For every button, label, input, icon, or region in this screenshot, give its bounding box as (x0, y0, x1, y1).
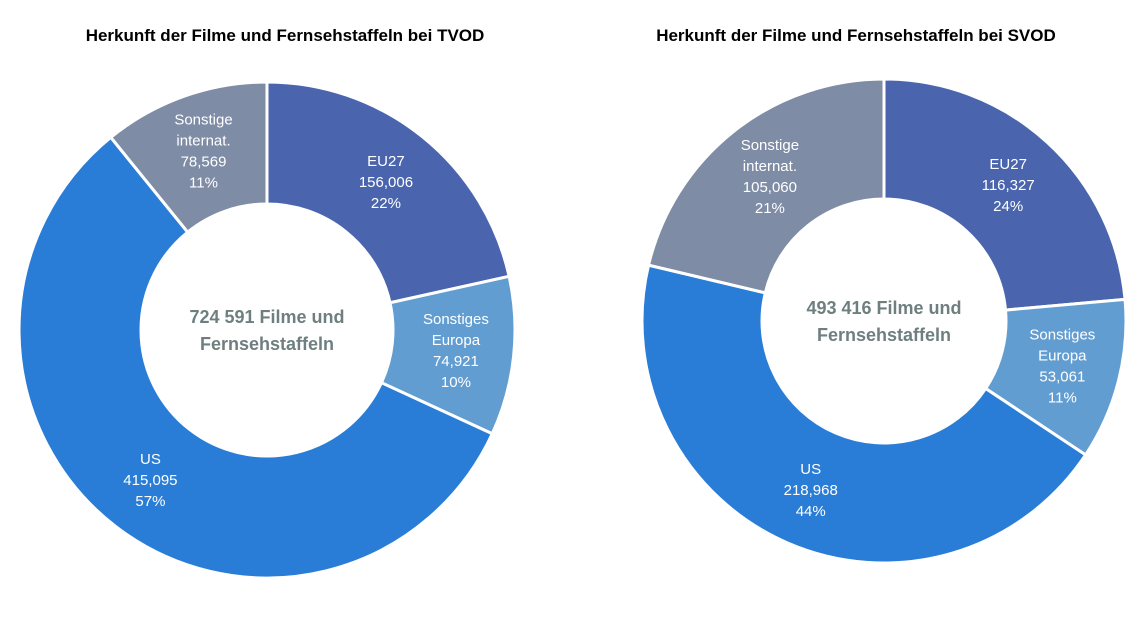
slice-label-sonstiges-europa: Sonstiges Europa 74,921 10% (423, 311, 489, 391)
svod-chart: Herkunft der Filme und Fernsehstaffeln b… (571, 0, 1141, 640)
slice-us (17, 135, 495, 580)
slice-us (640, 263, 1088, 565)
svod-donut: EU27 116,327 24% Sonstiges Europa 53,061 11% US… (640, 77, 1128, 565)
slice-label-us: US 415,095 57% (123, 451, 177, 510)
tvod-chart: Herkunft der Filme und Fernsehstaffeln b… (0, 0, 570, 640)
chart-title: Herkunft der Filme und Fernsehstaffeln b… (656, 26, 1056, 45)
chart-title: Herkunft der Filme und Fernsehstaffeln b… (85, 26, 485, 45)
slice-eu27 (882, 77, 1127, 312)
tvod-donut: EU27 156,006 22% Sonstiges Europa 74,921 10% US… (17, 80, 517, 580)
slice-sonstige-internat (646, 77, 886, 295)
slice-eu27 (265, 80, 511, 305)
slice-label-sonstiges-europa: Sonstiges Europa 53,061 11% (1029, 327, 1095, 407)
slice-label-sonstige-internat: Sonstige internat. 78,569 11% (174, 111, 232, 191)
slice-label-sonstige-internat: Sonstige internat. 105,060 21% (741, 137, 799, 217)
center-total-label: 724 591 Filme und Fernsehstaffeln (189, 307, 344, 354)
center-total-label: 493 416 Filme und Fernsehstaffeln (806, 298, 961, 345)
slice-label-us: US 218,968 44% (784, 461, 838, 520)
slice-label-eu27: EU27 116,327 24% (982, 156, 1035, 215)
slice-sonstige-internat (108, 80, 269, 235)
slice-label-eu27: EU27 156,006 22% (359, 153, 413, 212)
